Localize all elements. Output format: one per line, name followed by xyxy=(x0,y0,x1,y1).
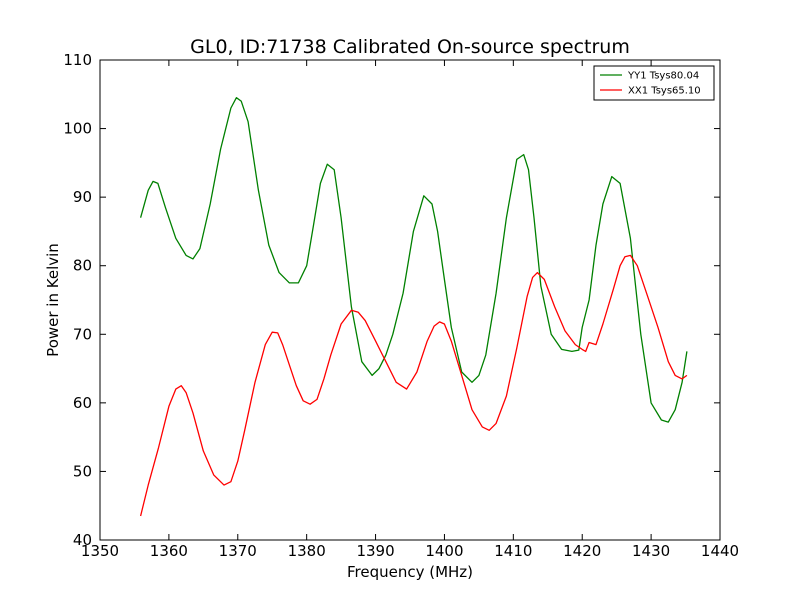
x-tick-label: 1410 xyxy=(494,542,532,560)
y-tick-label: 60 xyxy=(73,394,92,412)
y-tick-label: 110 xyxy=(63,51,92,69)
x-tick-label: 1370 xyxy=(219,542,257,560)
series-layer xyxy=(139,97,688,517)
plot-area xyxy=(100,60,720,540)
x-tick-label: 1380 xyxy=(288,542,326,560)
chart-title: GL0, ID:71738 Calibrated On-source spect… xyxy=(190,36,630,58)
series-line-yy1 xyxy=(139,97,688,423)
legend-entry-xx1: XX1 Tsys65.10 xyxy=(628,86,701,97)
x-axis-label: Frequency (MHz) xyxy=(347,563,473,581)
ticks-layer: 1350 1360 1370 1380 1390 1400 1410 1420 1430 1440… xyxy=(63,51,739,560)
x-tick-label: 1420 xyxy=(563,542,601,560)
y-tick-label: 50 xyxy=(73,462,92,480)
y-tick-label: 70 xyxy=(73,325,92,343)
x-tick-label: 1350 xyxy=(81,542,119,560)
y-tick-label: 90 xyxy=(73,188,92,206)
y-axis-label: Power in Kelvin xyxy=(44,243,62,357)
series-line-xx1 xyxy=(139,254,688,517)
legend: YY1 Tsys80.04 XX1 Tsys65.10 xyxy=(593,65,715,101)
x-tick-label: 1430 xyxy=(632,542,670,560)
legend-entry-yy1: YY1 Tsys80.04 xyxy=(627,71,699,82)
x-tick-label: 1360 xyxy=(150,542,188,560)
legend-box xyxy=(593,65,715,101)
y-tick-label: 100 xyxy=(63,120,92,138)
plot-frame xyxy=(99,59,721,541)
y-tick-label: 80 xyxy=(73,257,92,275)
x-tick-label: 1390 xyxy=(356,542,394,560)
y-tick-label: 40 xyxy=(73,531,92,549)
x-tick-label: 1440 xyxy=(701,542,739,560)
x-tick-label: 1400 xyxy=(425,542,463,560)
